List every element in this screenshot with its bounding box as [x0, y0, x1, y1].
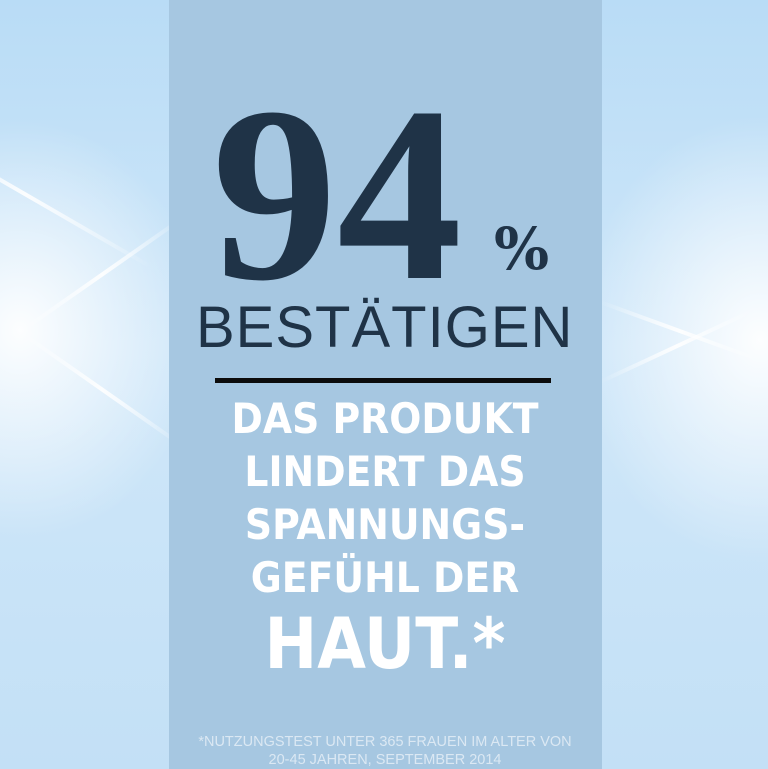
percent-sign: %	[494, 215, 550, 283]
divider	[215, 378, 551, 383]
claim-text: DAS PRODUKT LINDERT DAS SPANNUNGS- GEFÜH…	[200, 392, 570, 684]
claim-line: LINDERT DAS	[244, 447, 526, 496]
percentage-number: 94	[212, 56, 462, 333]
claim-line: GEFÜHL DER	[250, 553, 520, 602]
footnote-line: *NUTZUNGSTEST UNTER 365 FRAUEN IM ALTER …	[198, 734, 572, 750]
claim-line: DAS PRODUKT	[231, 394, 539, 443]
claim-line: HAUT.*	[264, 603, 506, 685]
confirm-label: BESTÄTIGEN	[196, 295, 574, 360]
claim-line: SPANNUNGS-	[244, 500, 526, 549]
sun-ray	[18, 215, 185, 334]
footnote-line: 20-45 JAHREN, SEPTEMBER 2014	[268, 752, 502, 768]
footnote: *NUTZUNGSTEST UNTER 365 FRAUEN IM ALTER …	[172, 733, 598, 769]
sun-ray	[0, 120, 153, 269]
sun-ray	[599, 300, 761, 363]
info-panel	[169, 0, 602, 769]
sun-ray	[599, 308, 755, 384]
sun-ray	[18, 330, 185, 449]
